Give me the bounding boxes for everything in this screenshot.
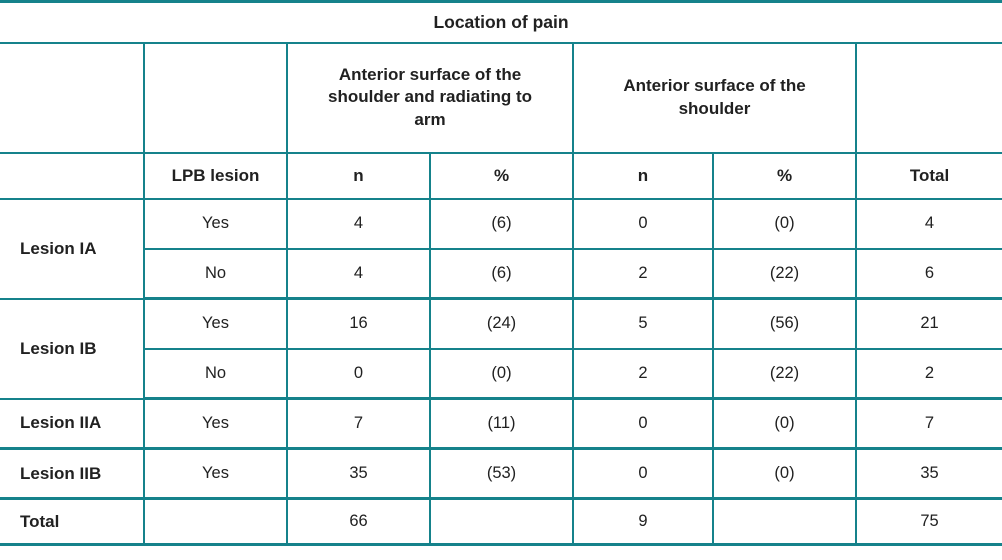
row-label-lesion-iia: Lesion IIA [0, 398, 144, 450]
cell-lpb: No [143, 348, 287, 400]
cell-pct1: (0) [429, 348, 573, 400]
subheader-lpb-lesion: LPB lesion [143, 152, 287, 200]
cell-total: 7 [854, 398, 1002, 450]
cell-pct2: (0) [712, 448, 856, 500]
empty-header-cell [854, 42, 1002, 154]
cell-total: 4 [854, 198, 1002, 250]
cell-n2: 0 [572, 398, 713, 450]
cell-pct2: (22) [712, 348, 856, 400]
cell-total-n2: 9 [572, 498, 713, 546]
table-row-total: Total 66 9 75 [0, 498, 1002, 546]
table-row-lesion-iia: Lesion IIA Yes 7 (11) 0 (0) 7 [0, 398, 1002, 450]
cell-pct1: (53) [429, 448, 573, 500]
cell-pct1: (24) [429, 298, 573, 350]
empty-header-cell [143, 42, 287, 154]
cell-lpb-empty [143, 498, 287, 546]
pain-location-table: Location of pain Anterior surface of the… [0, 0, 1002, 546]
cell-n1: 4 [286, 198, 430, 250]
title-row: Location of pain [0, 0, 1002, 44]
table-title: Location of pain [0, 0, 1002, 44]
subheader-n-1: n [286, 152, 430, 200]
cell-n1: 4 [286, 248, 430, 300]
cell-total-pct1 [429, 498, 573, 546]
subheader-row: LPB lesion n % n % Total [0, 152, 1002, 200]
cell-n1: 35 [286, 448, 430, 500]
subheader-pct-1: % [429, 152, 573, 200]
subheader-pct-2: % [712, 152, 856, 200]
empty-header-cell [0, 42, 144, 154]
cell-n1: 7 [286, 398, 430, 450]
table-row-lesion-ib-no: No 0 (0) 2 (22) 2 [0, 348, 1002, 400]
row-label-lesion-ia: Lesion IA [0, 198, 144, 300]
cell-total-n1: 66 [286, 498, 430, 546]
table-row-lesion-ib-yes: Lesion IB Yes 16 (24) 5 (56) 21 [0, 298, 1002, 400]
cell-pct2: (0) [712, 398, 856, 450]
table-row-lesion-iib: Lesion IIB Yes 35 (53) 0 (0) 35 [0, 448, 1002, 500]
cell-pct2: (56) [712, 298, 856, 350]
cell-n2: 0 [572, 198, 713, 250]
cell-total: 6 [854, 248, 1002, 300]
col-group-anterior-radiating-to-arm: Anterior surface of the shoulder and rad… [286, 42, 573, 154]
row-label-lesion-iib: Lesion IIB [0, 448, 144, 500]
column-group-header-row: Anterior surface of the shoulder and rad… [0, 42, 1002, 154]
cell-pct2: (22) [712, 248, 856, 300]
row-label-total: Total [0, 498, 144, 546]
cell-total-overall: 75 [854, 498, 1002, 546]
table-row-lesion-ia-yes: Lesion IA Yes 4 (6) 0 (0) 4 [0, 198, 1002, 300]
cell-n1: 16 [286, 298, 430, 350]
empty-subheader-cell [0, 152, 144, 200]
cell-pct1: (6) [429, 198, 573, 250]
cell-total: 21 [854, 298, 1002, 350]
cell-n1: 0 [286, 348, 430, 400]
subheader-n-2: n [572, 152, 713, 200]
col-group-anterior-shoulder: Anterior surface of the shoulder [572, 42, 856, 154]
cell-lpb: Yes [143, 398, 287, 450]
table-row-lesion-ia-no: No 4 (6) 2 (22) 6 [0, 248, 1002, 300]
cell-lpb: No [143, 248, 287, 300]
cell-pct1: (6) [429, 248, 573, 300]
cell-n2: 2 [572, 348, 713, 400]
cell-lpb: Yes [143, 298, 287, 350]
cell-pct2: (0) [712, 198, 856, 250]
cell-total: 35 [854, 448, 1002, 500]
cell-lpb: Yes [143, 448, 287, 500]
cell-n2: 0 [572, 448, 713, 500]
cell-pct1: (11) [429, 398, 573, 450]
row-label-lesion-ib: Lesion IB [0, 298, 144, 400]
cell-total: 2 [854, 348, 1002, 400]
subheader-total: Total [854, 152, 1002, 200]
cell-lpb: Yes [143, 198, 287, 250]
cell-n2: 2 [572, 248, 713, 300]
cell-n2: 5 [572, 298, 713, 350]
cell-total-pct2 [712, 498, 856, 546]
